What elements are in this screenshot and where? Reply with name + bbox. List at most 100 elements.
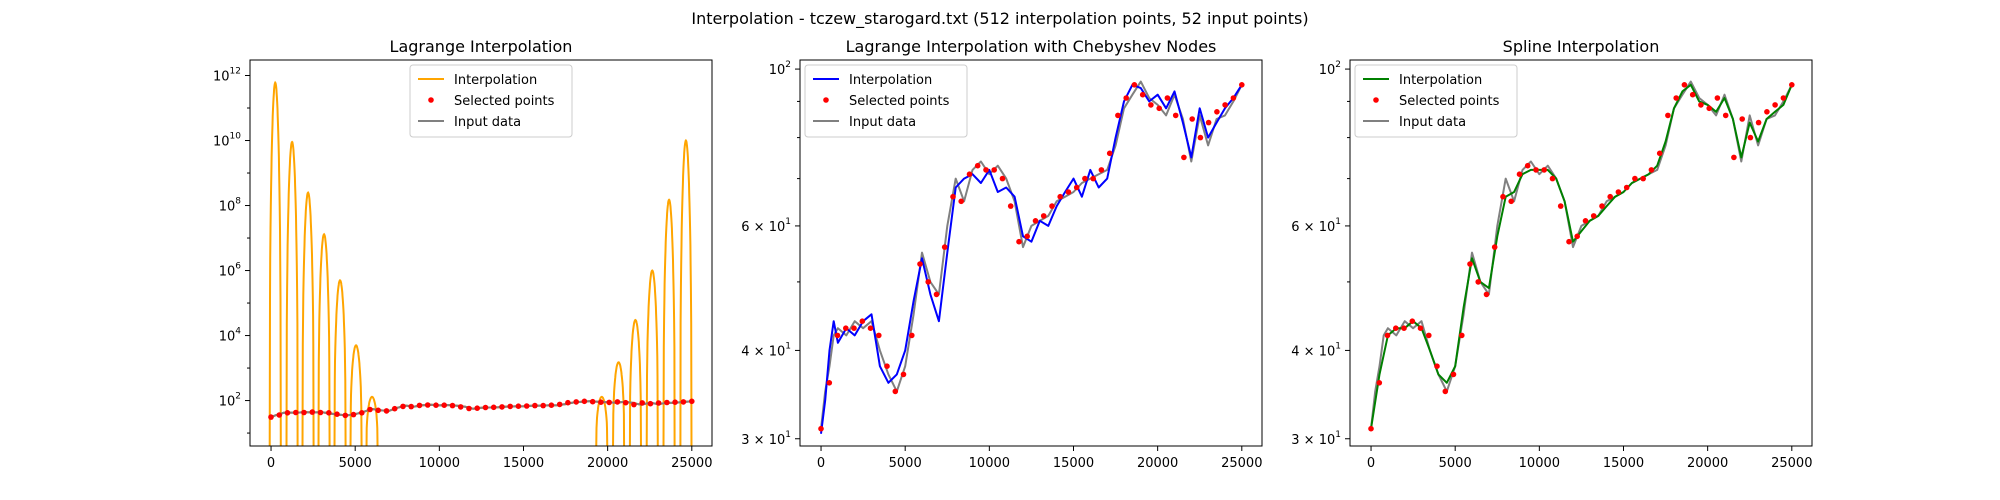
spline-selected-point <box>1640 175 1646 182</box>
lagrange-interp-spike <box>645 269 659 446</box>
lagrange-selected-point <box>449 402 456 409</box>
spline-selected-point <box>1706 105 1712 112</box>
spline-selected-point <box>1459 332 1465 339</box>
lagrange-selected-point <box>375 407 382 414</box>
chebyshev-selected-point <box>1131 82 1138 88</box>
spline-selected-point <box>1607 193 1613 200</box>
chebyshev-selected-point <box>966 171 973 177</box>
chebyshev-plot-area <box>818 80 1245 434</box>
chebyshev-selected-point <box>999 175 1006 182</box>
lagrange-interp-spike <box>301 191 315 446</box>
chebyshev-selected-point <box>1090 175 1096 182</box>
lagrange-legend-label: Input data <box>454 115 521 130</box>
lagrange-selected-point <box>556 401 563 408</box>
spline-y-tick-label: 4 × 101 <box>1291 341 1341 359</box>
lagrange-y-tick-label: 104 <box>219 327 242 345</box>
chebyshev-selected-point <box>1197 134 1204 141</box>
spline-chart: 0 5000 10000 15000 20000 25000 3 × 101 4 × 101 6… <box>1291 37 1813 471</box>
lagrange-interp-spike <box>317 232 331 446</box>
lagrange-selected-point <box>672 399 678 406</box>
lagrange-selected-point <box>326 410 332 416</box>
spline-axes-frame <box>1349 59 1813 447</box>
lagrange-selected-point <box>490 404 497 411</box>
spline-selected-point <box>1409 318 1416 325</box>
spline-y-tick-label: 6 × 101 <box>1291 217 1341 235</box>
spline-plot-area <box>1368 80 1795 432</box>
chebyshev-selected-point <box>843 325 849 332</box>
spline-selected-point <box>1557 203 1564 209</box>
chebyshev-selected-point <box>1181 154 1187 161</box>
lagrange-selected-point <box>639 400 645 406</box>
spline-selected-point <box>1384 332 1391 339</box>
spline-selected-point <box>1623 184 1630 191</box>
spline-selected-point <box>1764 109 1770 115</box>
chebyshev-x-tick-label: 10000 <box>969 456 1010 471</box>
chebyshev-legend-label: Interpolation <box>849 73 932 88</box>
lagrange-selected-point <box>598 399 604 406</box>
spline-selected-point <box>1417 325 1424 332</box>
spline-legend-marker <box>1373 97 1379 103</box>
chebyshev-selected-point <box>941 244 948 250</box>
chebyshev-selected-point <box>1164 95 1171 101</box>
lagrange-interp-spike <box>662 198 676 446</box>
chebyshev-legend-box <box>804 64 968 138</box>
chebyshev-selected-point <box>1205 119 1212 126</box>
lagrange-chart: 0 5000 10000 15000 20000 25000 102 104 106 108 101… <box>213 37 713 471</box>
lagrange-selected-point <box>507 403 513 410</box>
spline-selected-point <box>1475 279 1481 285</box>
lagrange-y-tick-label: 108 <box>219 197 242 215</box>
spline-selected-point <box>1599 203 1605 209</box>
chebyshev-selected-point <box>983 167 989 173</box>
spline-selected-point <box>1747 134 1754 141</box>
spline-selected-point <box>1582 218 1589 224</box>
spline-selected-point <box>1442 388 1449 395</box>
lagrange-selected-point <box>408 403 415 410</box>
chebyshev-selected-point <box>1032 218 1039 224</box>
spline-selected-point <box>1714 95 1721 101</box>
chebyshev-selected-point <box>925 279 931 285</box>
lagrange-legend-marker <box>428 97 434 103</box>
lagrange-selected-point <box>301 409 307 416</box>
chebyshev-selected-point <box>950 193 956 200</box>
lagrange-y-tick-label: 1010 <box>213 132 241 150</box>
chebyshev-selected-point <box>1065 189 1072 195</box>
chebyshev-selected-point <box>1115 112 1121 119</box>
lagrange-interp-spike <box>333 279 347 446</box>
lagrange-x-tick-label: 15000 <box>503 456 544 471</box>
lagrange-plot-area <box>268 80 695 446</box>
lagrange-selected-point <box>523 403 530 409</box>
lagrange-selected-point <box>548 402 555 409</box>
spline-selected-point <box>1401 325 1407 332</box>
lagrange-selected-point <box>276 412 283 418</box>
spline-legend-label: Interpolation <box>1399 73 1482 88</box>
spline-selected-point <box>1376 380 1383 386</box>
lagrange-selected-point <box>433 402 439 409</box>
spline-selected-point <box>1665 112 1671 119</box>
chebyshev-selected-point <box>1239 82 1245 88</box>
spline-x-tick-label: 15000 <box>1603 456 1644 471</box>
lagrange-selected-point <box>589 398 596 405</box>
chebyshev-x-tick-label: 20000 <box>1137 456 1178 471</box>
chebyshev-selected-point <box>917 261 923 267</box>
lagrange-selected-point <box>631 401 637 408</box>
chebyshev-selected-point <box>900 371 907 378</box>
spline-x-tick-label: 5000 <box>1439 456 1472 471</box>
spline-selected-point <box>1467 261 1473 267</box>
lagrange-selected-point <box>416 402 423 409</box>
spline-selected-point <box>1772 102 1778 108</box>
lagrange-selected-point <box>359 410 365 416</box>
spline-selected-point <box>1731 154 1737 161</box>
spline-legend-box <box>1354 64 1518 138</box>
spline-selected-point <box>1574 233 1580 240</box>
spline-selected-point <box>1516 171 1523 177</box>
lagrange-y-tick-label: 102 <box>219 392 241 410</box>
chebyshev-selected-point <box>851 325 857 332</box>
lagrange-selected-point <box>424 402 431 408</box>
lagrange-selected-point <box>367 406 373 413</box>
chebyshev-selected-point <box>1172 112 1179 119</box>
lagrange-legend-box <box>409 64 573 138</box>
chebyshev-chart-title: Lagrange Interpolation with Chebyshev No… <box>846 37 1217 56</box>
spline-legend-label: Input data <box>1399 115 1466 130</box>
